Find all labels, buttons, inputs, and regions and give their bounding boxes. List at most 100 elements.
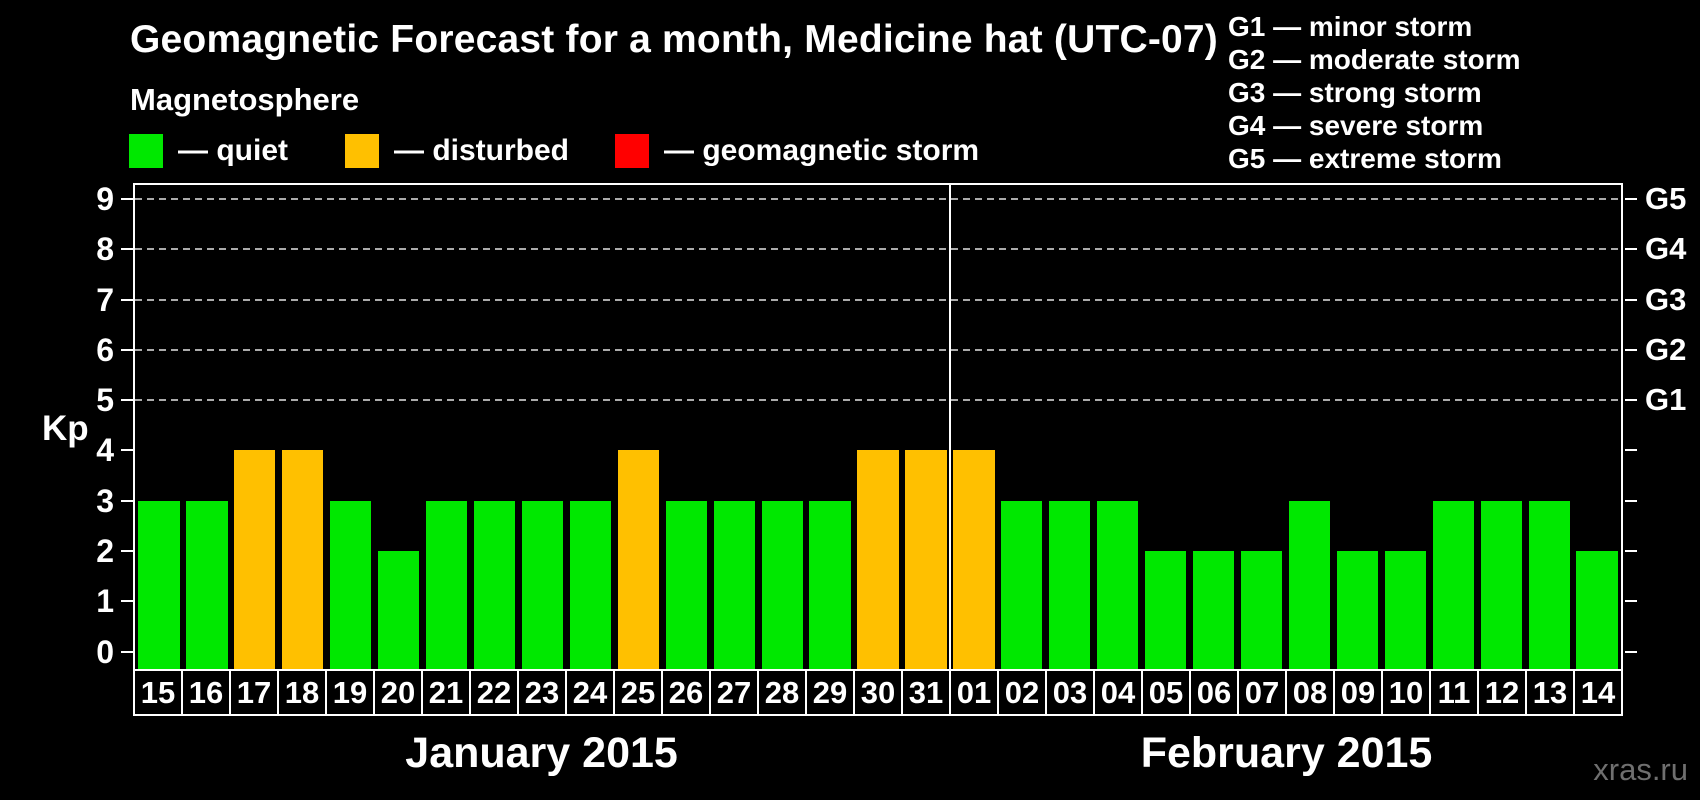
day-label-15: 15 [135,671,181,714]
day-label-04: 04 [1095,671,1141,714]
kp-bar-day-31 [905,450,947,669]
kp-bar-day-24 [569,500,611,669]
month-label-february: February 2015 [1140,729,1433,777]
day-label-28: 28 [759,671,805,714]
bar-slot-day-26 [662,185,710,669]
bar-slot-day-28 [758,185,806,669]
day-label-02: 02 [999,671,1045,714]
left-tick-7 [121,298,133,301]
kp-bar-day-27 [713,500,755,669]
gridline-kp-8 [135,248,1621,251]
day-label-24: 24 [567,671,613,714]
day-label-08: 08 [1287,671,1333,714]
left-tick-1 [121,600,133,603]
storm-color-swatch [615,134,649,168]
month-divider-line [948,185,951,669]
day-label-30: 30 [855,671,901,714]
left-tick-5 [121,399,133,402]
left-tick-9 [121,197,133,200]
kp-bar-day-07 [1240,551,1283,669]
day-label-23: 23 [519,671,565,714]
bar-slot-day-02 [998,185,1046,669]
bar-slot-day-13 [1525,185,1573,669]
right-tick-8 [1625,248,1637,251]
y-axis-title: Kp [42,409,89,448]
kp-bar-day-19 [330,500,372,669]
bar-slot-day-07 [1238,185,1286,669]
gridline-kp-5 [135,399,1621,402]
storm-scale-legend-line: G2 — moderate storm [1228,44,1521,75]
kp-bar-day-06 [1192,551,1235,669]
right-tick-2 [1625,550,1637,552]
bar-slot-day-15 [135,185,183,669]
kp-bar-day-29 [809,500,851,669]
day-label-31: 31 [903,671,949,714]
kp-bar-day-20 [378,551,420,669]
g-scale-label-G2: G2 [1645,331,1687,367]
legend-item-quiet: — quiet [129,134,288,168]
left-tick-2 [121,550,133,552]
y-tick-label-5: 5 [96,382,114,419]
bar-slot-day-30 [854,185,902,669]
right-tick-5 [1625,399,1637,402]
kp-bar-day-05 [1145,551,1187,669]
right-tick-4 [1625,449,1637,452]
left-tick-6 [121,348,133,351]
bar-slot-day-09 [1333,185,1381,669]
day-label-21: 21 [423,671,469,714]
left-tick-3 [121,499,133,502]
bar-slot-day-17 [231,185,279,669]
day-label-13: 13 [1527,671,1573,714]
kp-bar-day-30 [857,450,899,669]
y-tick-label-6: 6 [96,331,114,368]
y-tick-label-0: 0 [96,633,114,670]
day-label-29: 29 [807,671,853,714]
bar-slot-day-27 [710,185,758,669]
day-label-06: 06 [1191,671,1237,714]
right-tick-7 [1625,298,1637,301]
y-tick-label-4: 4 [96,432,114,469]
bar-slot-day-29 [806,185,854,669]
right-tick-3 [1625,499,1637,502]
y-tick-label-2: 2 [96,533,114,569]
y-tick-label-7: 7 [96,281,114,318]
bar-slot-day-16 [183,185,231,669]
bar-slot-day-10 [1381,185,1429,669]
bar-slot-day-03 [1046,185,1094,669]
quiet-color-swatch [129,134,163,168]
day-label-17: 17 [231,671,277,714]
kp-bar-day-23 [521,500,564,669]
legend-label-quiet: — quiet [178,134,288,167]
legend-label-disturbed: — disturbed [394,134,570,167]
bars-container [135,185,1621,669]
kp-bar-day-08 [1288,500,1331,669]
bar-slot-day-19 [327,185,375,669]
legend-label-storm: — geomagnetic storm [664,134,980,167]
day-label-26: 26 [663,671,709,714]
kp-bar-day-11 [1432,500,1474,669]
storm-scale-legend-line: G1 — minor storm [1228,11,1473,42]
bar-slot-day-25 [614,185,662,669]
right-tick-1 [1625,600,1637,603]
day-label-11: 11 [1431,671,1477,714]
gridline-kp-6 [135,348,1621,351]
right-tick-0 [1625,650,1637,653]
chart-title: Geomagnetic Forecast for a month, Medici… [130,18,1218,61]
day-label-10: 10 [1383,671,1429,714]
bar-slot-day-08 [1286,185,1334,669]
kp-bar-day-17 [234,450,276,669]
bar-slot-day-31 [902,185,950,669]
kp-bar-day-12 [1480,500,1522,669]
day-label-14: 14 [1575,671,1621,714]
g-scale-label-G4: G4 [1645,231,1687,267]
x-axis-day-labels: 15 16 17 18 19 20 21 22 23 24 25 26 27 28 29 30 31 01 02 03… [133,669,1623,716]
magnetosphere-label: Magnetosphere [130,82,360,117]
day-label-22: 22 [471,671,517,714]
kp-bar-day-10 [1384,551,1426,669]
legend-item-disturbed: — disturbed [345,134,569,168]
storm-scale-legend-line: G4 — severe storm [1228,110,1484,141]
watermark: xras.ru [1593,752,1688,787]
g-scale-label-G5: G5 [1645,180,1687,216]
bar-slot-day-22 [471,185,519,669]
